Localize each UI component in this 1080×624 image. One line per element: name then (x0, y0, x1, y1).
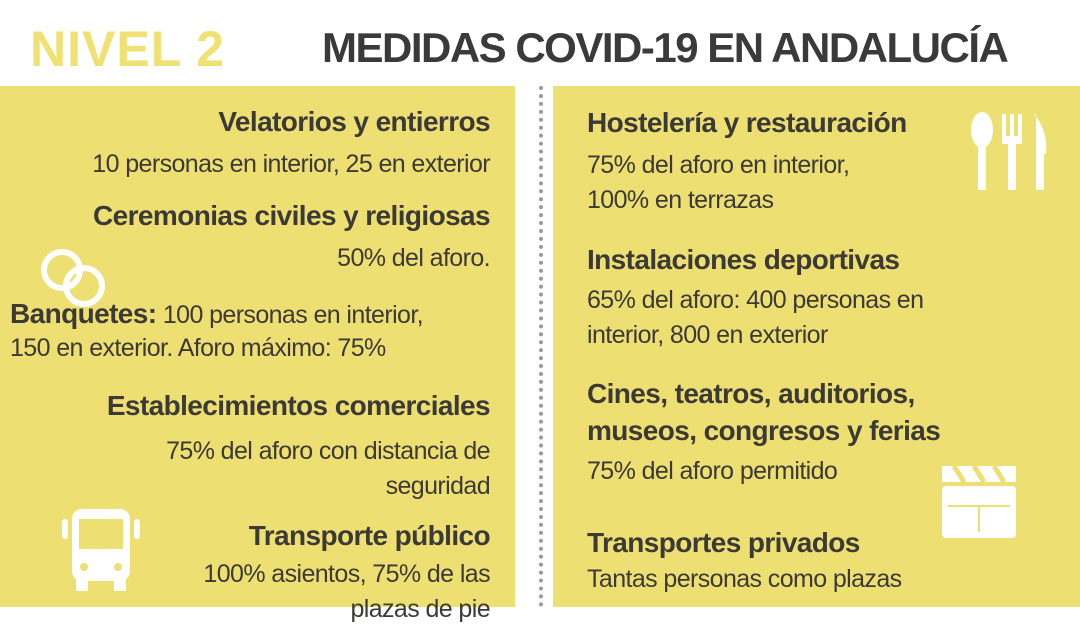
clapperboard-icon (942, 464, 1016, 538)
comercio-title: Establecimientos comerciales (106, 390, 491, 421)
banquetes-line1: Banquetes: 100 personas en interior, (10, 298, 424, 330)
bus-icon (62, 509, 140, 591)
cines-title-1: Cines, teatros, auditorios, (587, 378, 915, 409)
rings-icon (41, 249, 105, 307)
page-title: MEDIDAS COVID-19 EN ANDALUCÍA (322, 24, 1009, 71)
deportivas-line2: interior, 800 en exterior (587, 321, 828, 349)
cines-text: 75% del aforo permitido (587, 457, 838, 485)
banquetes-title: Banquetes: (10, 298, 157, 329)
privados-title: Transportes privados (587, 527, 860, 558)
divider (539, 86, 543, 607)
hosteleria-line1: 75% del aforo en interior, (587, 151, 850, 179)
level-label: NIVEL 2 (30, 21, 226, 77)
transporte-line1: 100% asientos, 75% de las (203, 560, 490, 588)
deportivas-line1: 65% del aforo: 400 personas en (587, 286, 924, 314)
ceremonias-text: 50% del aforo. (337, 244, 490, 272)
ceremonias-title: Ceremonias civiles y religiosas (93, 200, 491, 231)
velatorios-text: 10 personas en interior, 25 en exterior (92, 150, 490, 178)
cutlery-icon (971, 112, 1047, 190)
comercio-line2: seguridad (385, 472, 491, 500)
transporte-title: Transporte público (248, 520, 491, 551)
hosteleria-line2: 100% en terrazas (587, 186, 774, 214)
deportivas-title: Instalaciones deportivas (587, 244, 900, 275)
banquetes-text: 100 personas en interior, (156, 301, 424, 329)
comercio-line1: 75% del aforo con distancia de (166, 437, 491, 465)
banquetes-line2: 150 en exterior. Aforo máximo: 75% (10, 334, 386, 362)
cines-title-2: museos, congresos y ferias (587, 415, 941, 446)
transporte-line2: plazas de pie (350, 595, 490, 623)
privados-text: Tantas personas como plazas (587, 565, 902, 593)
velatorios-title: Velatorios y entierros (218, 106, 490, 137)
hosteleria-title: Hostelería y restauración (587, 107, 907, 138)
